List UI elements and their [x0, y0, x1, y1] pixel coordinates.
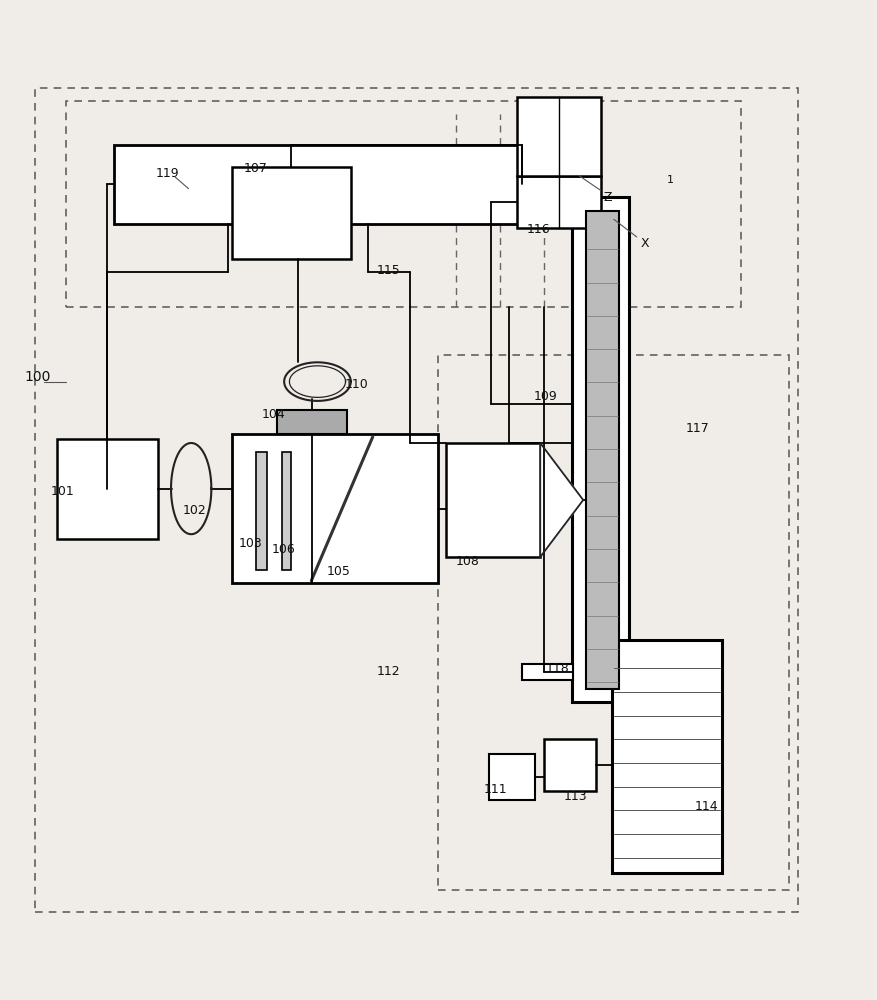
Bar [277, 410, 347, 434]
Text: 115: 115 [377, 264, 401, 277]
Bar [612, 640, 722, 873]
Text: 112: 112 [377, 665, 401, 678]
Bar [446, 443, 540, 557]
Bar [517, 97, 601, 176]
Bar [232, 167, 351, 259]
Text: 119: 119 [156, 167, 180, 180]
Bar [114, 145, 522, 224]
Text: 118: 118 [545, 662, 569, 675]
Bar [256, 452, 267, 570]
Text: 109: 109 [533, 390, 557, 403]
Text: 103: 103 [239, 537, 262, 550]
Text: 117: 117 [686, 422, 709, 435]
Bar [232, 434, 438, 583]
Text: 111: 111 [484, 783, 508, 796]
Bar [572, 197, 629, 702]
Bar [66, 101, 741, 307]
Text: 113: 113 [564, 790, 588, 803]
Bar [517, 176, 601, 228]
Text: 102: 102 [182, 504, 206, 517]
Text: 101: 101 [51, 485, 75, 498]
Bar [282, 452, 291, 570]
Text: 114: 114 [695, 800, 718, 813]
Text: 108: 108 [456, 555, 480, 568]
Text: 105: 105 [327, 565, 351, 578]
Bar [489, 754, 535, 800]
Text: 1: 1 [667, 175, 674, 185]
Text: Z: Z [603, 191, 612, 204]
Text: 107: 107 [244, 162, 267, 175]
Text: 116: 116 [526, 223, 550, 236]
Bar [57, 439, 158, 539]
Polygon shape [540, 443, 583, 557]
Bar [35, 88, 798, 912]
Text: 100: 100 [25, 370, 51, 384]
Bar [522, 664, 573, 680]
Text: 104: 104 [261, 408, 285, 421]
Text: 110: 110 [345, 378, 368, 391]
Bar [586, 211, 619, 689]
Text: X: X [640, 237, 649, 250]
Bar [544, 739, 596, 791]
Text: 106: 106 [272, 543, 296, 556]
Bar [438, 355, 789, 890]
